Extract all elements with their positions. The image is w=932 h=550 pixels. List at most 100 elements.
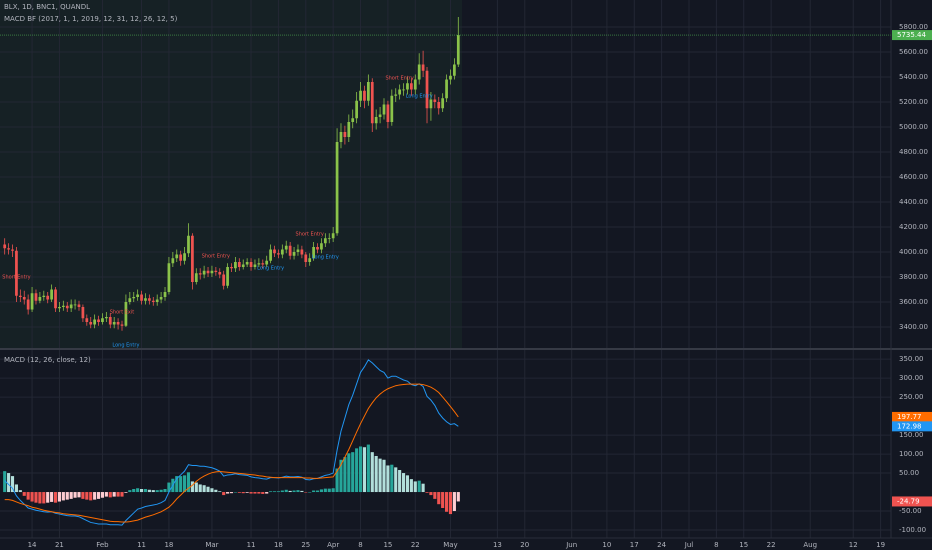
histogram-bar — [218, 491, 222, 493]
candle-body — [136, 294, 140, 297]
candle-body — [351, 118, 355, 122]
histogram-bar — [335, 468, 339, 493]
y-tick-label: 3800.00 — [899, 273, 928, 281]
histogram-bar — [69, 492, 73, 499]
candle-body — [101, 318, 104, 322]
histogram-bar — [261, 492, 265, 494]
y-tick-label: 5800.00 — [899, 23, 928, 31]
histogram-bar — [284, 489, 288, 493]
candle-body — [210, 270, 214, 274]
x-tick-label: 11 — [137, 541, 146, 549]
candle-body — [65, 305, 69, 309]
histogram-bar — [38, 492, 42, 504]
candle-body — [85, 318, 89, 322]
histogram-bar — [194, 482, 198, 493]
candle-body — [183, 253, 186, 261]
candle-body — [269, 249, 272, 261]
histogram-bar — [409, 479, 413, 493]
histogram-bar — [132, 489, 136, 493]
x-tick-label: 8 — [358, 541, 362, 549]
histogram-bar — [222, 492, 226, 496]
candle-body — [179, 254, 183, 261]
candle-body — [339, 132, 343, 142]
candle-body — [151, 300, 155, 302]
histogram-bar — [120, 492, 124, 497]
histogram-bar — [155, 490, 159, 493]
x-tick-label: 19 — [876, 541, 885, 549]
candle-body — [323, 238, 327, 244]
histogram-bar — [437, 492, 441, 505]
candle-body — [355, 100, 358, 119]
candle-body — [50, 289, 53, 300]
histogram-bar — [77, 492, 81, 498]
histogram-bar — [405, 475, 410, 493]
candle-body — [202, 270, 206, 275]
candle-body — [390, 95, 394, 122]
histogram-bar — [143, 489, 148, 493]
histogram-bar — [151, 490, 155, 493]
candle-body — [343, 132, 347, 137]
candle-body — [335, 142, 339, 234]
histogram-bar — [42, 492, 46, 504]
candle-body — [453, 64, 456, 76]
value-tag-label: 5735.44 — [897, 31, 926, 39]
candle-body — [30, 293, 34, 310]
candle-body — [280, 249, 284, 255]
candle-body — [417, 64, 421, 80]
x-tick-label: 22 — [767, 541, 776, 549]
signal-label: Short Entry — [202, 254, 230, 260]
histogram-bar — [214, 489, 218, 493]
histogram-bar — [374, 455, 378, 493]
candle-body — [7, 248, 10, 250]
histogram-bar — [7, 473, 11, 493]
value-tag-label: 172.98 — [897, 422, 922, 430]
candle-body — [108, 317, 112, 325]
signal-label: Short Entry — [385, 76, 413, 82]
candle-body — [312, 247, 315, 259]
histogram-bar — [421, 483, 425, 493]
histogram-bar — [292, 490, 296, 493]
x-tick-label: Apr — [327, 541, 339, 549]
candle-body — [441, 98, 445, 109]
candle-body — [230, 267, 233, 269]
marks: Short Entry Short Exit Long Entry Short Ent… — [0, 17, 891, 526]
histogram-bar — [89, 492, 93, 501]
histogram-bar — [139, 489, 144, 493]
candle-body — [26, 299, 30, 310]
value-tag — [892, 421, 932, 432]
x-tick-label: 18 — [274, 541, 283, 549]
candle-body — [433, 99, 437, 102]
candle-body — [171, 258, 175, 264]
value-tag — [892, 30, 932, 41]
candle-body — [89, 322, 93, 325]
histogram-bar — [93, 492, 97, 500]
histogram-bar — [276, 491, 280, 493]
y-tick-label: 250.00 — [899, 393, 924, 401]
candle-body — [46, 295, 50, 300]
y-tick-label: 300.00 — [899, 374, 924, 382]
histogram-bar — [386, 465, 390, 493]
signal-label: Long Entry — [257, 266, 284, 272]
candle-body — [456, 35, 460, 65]
candle-body — [128, 298, 132, 302]
histogram-bar — [159, 489, 163, 493]
indicator-line — [4, 359, 459, 526]
histogram-bar — [323, 488, 327, 493]
histogram-bar — [280, 490, 284, 493]
candle-body — [331, 233, 335, 239]
candle-body — [81, 307, 85, 319]
candle-body — [257, 263, 261, 265]
histogram-bar — [53, 492, 58, 503]
candle-body — [265, 260, 269, 265]
candle-body — [449, 75, 452, 80]
histogram-bar — [10, 476, 15, 493]
x-tick-label: 20 — [520, 541, 529, 549]
histogram-bar — [108, 492, 112, 498]
histogram-bar — [452, 492, 456, 512]
x-tick-label: 10 — [602, 541, 611, 549]
histogram-bar — [319, 489, 323, 493]
candle-body — [3, 244, 7, 249]
histogram-bar — [233, 492, 237, 493]
histogram-bar — [253, 492, 257, 494]
histogram-bar — [382, 459, 386, 493]
